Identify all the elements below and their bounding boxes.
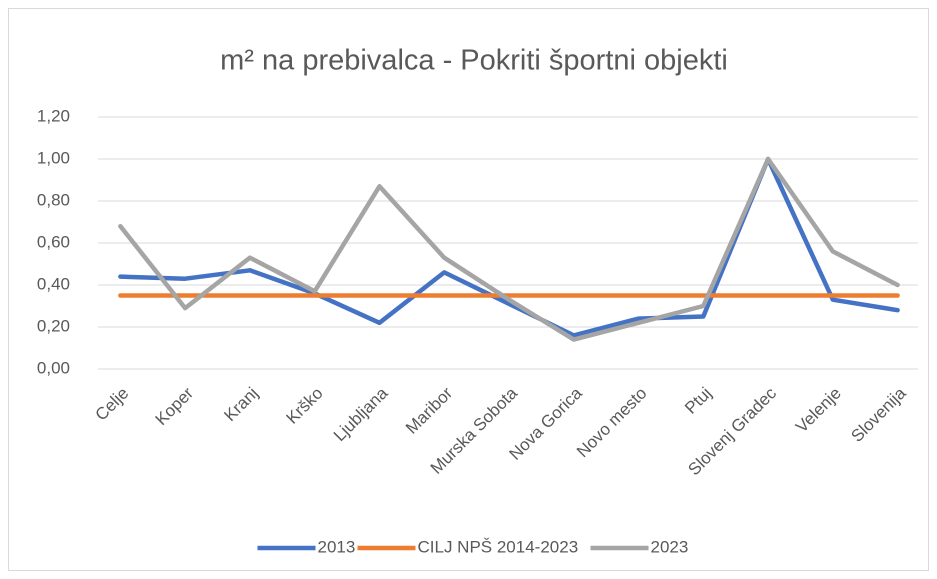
y-tick-label: 0,60 <box>37 232 70 251</box>
chart-border <box>8 8 929 571</box>
y-tick-label: 1,20 <box>37 106 70 125</box>
legend-label: 2023 <box>651 537 689 556</box>
y-tick-label: 0,20 <box>37 316 70 335</box>
line-series <box>118 156 900 342</box>
y-tick-label: 0,80 <box>37 190 70 209</box>
y-tick-label: 0,40 <box>37 274 70 293</box>
y-tick-label: 0,00 <box>37 358 70 377</box>
chart-title: m² na prebivalca - Pokriti športni objek… <box>220 45 728 77</box>
legend-label: 2013 <box>318 537 356 556</box>
legend-label: CILJ NPŠ 2014-2023 <box>418 537 579 556</box>
y-tick-label: 1,00 <box>37 148 70 167</box>
